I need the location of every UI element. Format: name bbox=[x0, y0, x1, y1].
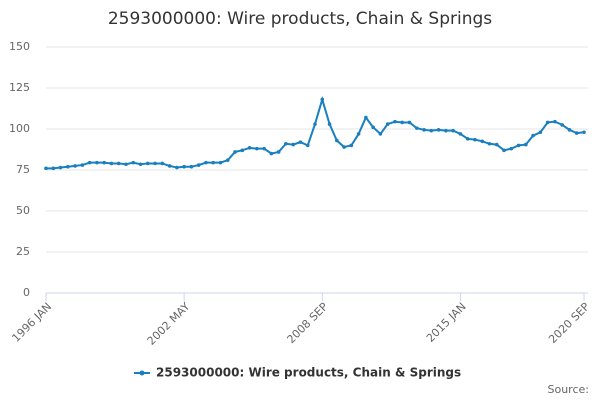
data-point bbox=[305, 143, 310, 148]
y-tick-label: 75 bbox=[16, 163, 30, 176]
data-point bbox=[73, 164, 77, 168]
data-point bbox=[393, 119, 397, 124]
data-point bbox=[218, 160, 223, 165]
data-point bbox=[102, 160, 106, 165]
data-point bbox=[473, 137, 477, 142]
data-point bbox=[160, 161, 165, 166]
data-point bbox=[175, 165, 179, 170]
data-point bbox=[349, 143, 354, 148]
data-point bbox=[509, 146, 514, 151]
data-point bbox=[153, 161, 157, 166]
data-point bbox=[145, 161, 150, 166]
data-point bbox=[225, 158, 230, 162]
data-point bbox=[247, 146, 252, 150]
x-tick-label: 2008 SEP bbox=[285, 300, 331, 346]
data-point bbox=[400, 120, 405, 125]
data-point bbox=[487, 141, 492, 146]
data-point bbox=[138, 162, 143, 167]
data-point bbox=[327, 122, 332, 126]
data-point bbox=[291, 142, 295, 147]
data-point bbox=[414, 126, 419, 130]
data-point bbox=[342, 145, 346, 149]
y-tick-label: 100 bbox=[9, 122, 30, 135]
series-line bbox=[46, 95, 585, 170]
data-point bbox=[255, 146, 259, 151]
data-point bbox=[204, 160, 208, 165]
data-point bbox=[494, 142, 499, 147]
x-tick-label: 2020 SEP bbox=[546, 300, 592, 346]
data-point bbox=[240, 148, 245, 153]
data-point bbox=[131, 160, 136, 165]
data-point bbox=[269, 151, 274, 156]
data-point bbox=[364, 115, 368, 120]
data-point bbox=[233, 150, 237, 154]
data-point bbox=[451, 128, 455, 133]
data-point bbox=[356, 132, 361, 136]
data-point bbox=[516, 143, 521, 148]
data-point bbox=[335, 138, 339, 143]
data-point bbox=[211, 160, 216, 165]
data-point bbox=[574, 131, 579, 135]
y-tick-label: 125 bbox=[9, 81, 30, 94]
source-label: Source: bbox=[548, 383, 590, 396]
data-point bbox=[407, 120, 412, 125]
data-point bbox=[80, 163, 85, 167]
data-point bbox=[422, 128, 426, 132]
y-tick-label: 50 bbox=[16, 204, 30, 217]
data-point bbox=[182, 164, 186, 169]
data-point bbox=[458, 132, 463, 136]
data-point bbox=[538, 130, 543, 135]
x-tick-label: 1996 JAN bbox=[9, 300, 54, 345]
data-point bbox=[298, 140, 303, 144]
data-point bbox=[189, 164, 194, 169]
data-point bbox=[109, 161, 114, 166]
data-point bbox=[378, 132, 383, 136]
data-point bbox=[284, 141, 288, 146]
y-tick-label: 150 bbox=[9, 40, 30, 53]
data-point bbox=[44, 166, 48, 171]
y-tick-label: 0 bbox=[23, 286, 30, 299]
data-point bbox=[429, 128, 434, 133]
data-point bbox=[167, 164, 172, 168]
data-point bbox=[465, 137, 470, 141]
data-point bbox=[560, 123, 564, 127]
data-point bbox=[531, 133, 535, 138]
data-point bbox=[320, 97, 325, 102]
data-point bbox=[66, 164, 70, 169]
data-point bbox=[87, 160, 92, 165]
data-point bbox=[58, 165, 63, 170]
chart-title: 2593000000: Wire products, Chain & Sprin… bbox=[108, 9, 492, 29]
data-point bbox=[371, 125, 375, 130]
legend-label: 2593000000: Wire products, Chain & Sprin… bbox=[156, 366, 461, 380]
data-point bbox=[567, 128, 572, 132]
data-point bbox=[95, 160, 99, 165]
data-point bbox=[545, 120, 550, 125]
x-tick-label: 2002 MAY bbox=[145, 300, 193, 348]
data-point bbox=[262, 146, 266, 151]
data-point bbox=[444, 128, 448, 133]
data-point bbox=[124, 162, 128, 167]
data-point bbox=[553, 119, 557, 124]
data-point bbox=[116, 161, 121, 166]
legend-marker bbox=[139, 370, 145, 376]
x-tick-label: 2015 JAN bbox=[424, 300, 469, 345]
data-point bbox=[436, 128, 441, 132]
data-point bbox=[480, 139, 485, 144]
data-point bbox=[582, 130, 586, 135]
data-point bbox=[313, 122, 317, 126]
data-point bbox=[385, 122, 390, 126]
data-point bbox=[524, 142, 528, 147]
data-point bbox=[51, 166, 56, 171]
y-tick-label: 25 bbox=[16, 245, 30, 258]
data-point bbox=[276, 150, 281, 154]
data-point bbox=[502, 148, 506, 153]
data-point bbox=[196, 163, 201, 167]
